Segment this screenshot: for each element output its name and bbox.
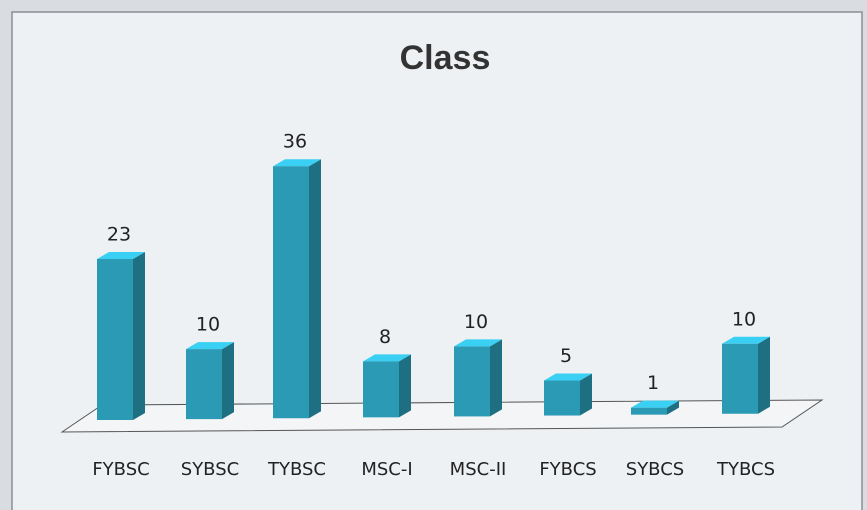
data-label: 23 [107, 224, 131, 246]
bar-side [222, 342, 234, 420]
bar-side [490, 339, 502, 417]
x-tick-label: SYBSC [181, 459, 239, 480]
bar-top [454, 339, 502, 347]
bar-side [758, 336, 770, 414]
bar-top [186, 342, 234, 350]
bar-side [580, 373, 592, 416]
data-label: 5 [560, 345, 572, 367]
bar-top [722, 336, 770, 344]
bar-top [363, 354, 411, 362]
bar [544, 380, 580, 416]
data-label: 10 [464, 311, 488, 333]
bar-side [133, 252, 145, 420]
bar-top [97, 252, 145, 259]
x-tick-label: TYBCS [716, 459, 775, 480]
plot: FYBSC 23 SYBSC 10 TYBSC 36 MSC-I 8 MSC-II 10 FYBCS… [92, 131, 775, 480]
x-tick-label: SYBCS [626, 459, 684, 480]
bar-side [667, 400, 679, 415]
bar-side [309, 159, 321, 419]
bar [454, 346, 490, 417]
bar-side [399, 354, 411, 418]
x-tick-label: FYBSC [92, 459, 149, 480]
data-label: 1 [647, 372, 659, 394]
bar-top [273, 159, 321, 167]
bar [722, 343, 758, 414]
bar [97, 259, 133, 420]
data-label: 36 [283, 131, 307, 153]
x-tick-label: MSC-I [361, 459, 412, 480]
bar [273, 166, 309, 419]
x-tick-label: MSC-II [450, 459, 507, 480]
chart-title: Class [400, 39, 491, 77]
data-label: 10 [732, 308, 756, 330]
data-label: 10 [196, 314, 220, 336]
bar [631, 407, 667, 415]
bar [186, 349, 222, 420]
data-label: 8 [379, 326, 391, 348]
bar-top [544, 373, 592, 381]
bar [363, 361, 399, 418]
x-tick-label: FYBCS [539, 459, 596, 480]
x-tick-label: TYBSC [267, 459, 326, 480]
bar-top [631, 400, 679, 408]
floor [60, 399, 824, 433]
